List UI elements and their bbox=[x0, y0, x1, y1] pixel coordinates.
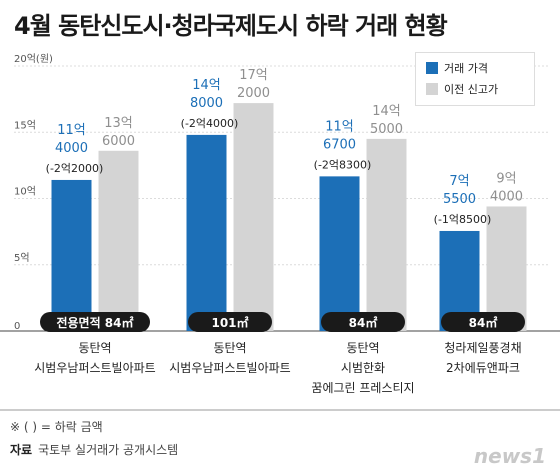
bar-trade-price bbox=[51, 179, 92, 331]
data-label-trade-price: 11억 bbox=[57, 123, 86, 138]
data-label-drop-amount: (-2억8300) bbox=[314, 158, 372, 171]
area-badge-label: 101㎡ bbox=[211, 315, 248, 330]
area-badge-label: 전용면적 84㎡ bbox=[56, 315, 133, 330]
data-label-drop-amount: (-2억2000) bbox=[46, 162, 104, 175]
data-label-previous-high: 4000 bbox=[490, 189, 523, 204]
news1-logo: news1 bbox=[473, 444, 546, 468]
category-label: 시범우남퍼스트빌아파트 bbox=[169, 361, 290, 375]
data-label-previous-high: 2000 bbox=[237, 86, 270, 101]
legend-item-trade-price: 거래 가격 bbox=[426, 61, 488, 75]
category-label: 꿈에그린 프레스티지 bbox=[311, 381, 414, 395]
bar-previous-high bbox=[366, 138, 407, 331]
area-badge bbox=[321, 312, 405, 332]
legend-label-previous-high: 이전 신고가 bbox=[444, 83, 499, 96]
area-badge bbox=[188, 312, 272, 332]
data-label-trade-price: 7억 bbox=[449, 174, 469, 189]
bar-trade-price bbox=[319, 176, 360, 331]
page-title: 4월 동탄신도시·청라국제도시 하락 거래 현황 bbox=[14, 12, 448, 40]
legend-label-trade-price: 거래 가격 bbox=[444, 62, 488, 75]
y-tick-label: 20억(원) bbox=[14, 53, 53, 65]
y-tick-label: 10억 bbox=[14, 186, 36, 198]
area-badge bbox=[441, 312, 525, 332]
data-label-drop-amount: (-2억4000) bbox=[181, 117, 239, 130]
source-text: 국토부 실거래가 공개시스템 bbox=[38, 443, 179, 457]
category-label: 동탄역 bbox=[78, 341, 111, 355]
category-label: 동탄역 bbox=[346, 341, 379, 355]
y-tick-label: 15억 bbox=[14, 119, 36, 131]
source-line: 자료 국토부 실거래가 공개시스템 bbox=[10, 441, 178, 458]
bar-previous-high bbox=[486, 206, 527, 331]
data-label-trade-price: 8000 bbox=[190, 96, 223, 111]
category-label: 동탄역 bbox=[213, 341, 246, 355]
note: ※ ( ) = 하락 금액 bbox=[10, 420, 103, 434]
category-label: 시범우남퍼스트빌아파트 bbox=[34, 361, 155, 375]
y-tick-label: 5억 bbox=[14, 252, 30, 264]
area-badge-label: 84㎡ bbox=[349, 315, 378, 330]
area-badge bbox=[40, 312, 150, 332]
data-label-trade-price: 6700 bbox=[323, 137, 356, 152]
data-label-trade-price: 5500 bbox=[443, 192, 476, 207]
data-label-previous-high: 5000 bbox=[370, 122, 403, 137]
data-label-previous-high: 17억 bbox=[239, 68, 268, 83]
source-label: 자료 bbox=[10, 443, 33, 457]
y-tick-label: 0 bbox=[14, 321, 20, 332]
data-label-trade-price: 11억 bbox=[325, 119, 354, 134]
data-label-previous-high: 6000 bbox=[102, 134, 135, 149]
data-label-previous-high: 13억 bbox=[104, 116, 133, 131]
data-label-trade-price: 4000 bbox=[55, 141, 88, 156]
bar-previous-high bbox=[98, 150, 139, 331]
bar-previous-high bbox=[233, 103, 274, 331]
legend: 거래 가격 이전 신고가 bbox=[415, 52, 535, 106]
bar-trade-price bbox=[186, 134, 227, 331]
category-label: 2차에듀앤파크 bbox=[446, 361, 520, 375]
legend-swatch-previous-high bbox=[426, 83, 438, 95]
data-label-trade-price: 14억 bbox=[192, 78, 221, 93]
category-label: 청라제일풍경채 bbox=[444, 341, 521, 355]
data-label-drop-amount: (-1억8500) bbox=[434, 213, 492, 226]
data-label-previous-high: 14억 bbox=[372, 104, 401, 119]
category-label: 시범한화 bbox=[341, 361, 385, 375]
area-badge-label: 84㎡ bbox=[469, 315, 498, 330]
legend-swatch-trade-price bbox=[426, 62, 438, 74]
legend-item-previous-high: 이전 신고가 bbox=[426, 82, 498, 96]
data-label-previous-high: 9억 bbox=[496, 171, 516, 186]
